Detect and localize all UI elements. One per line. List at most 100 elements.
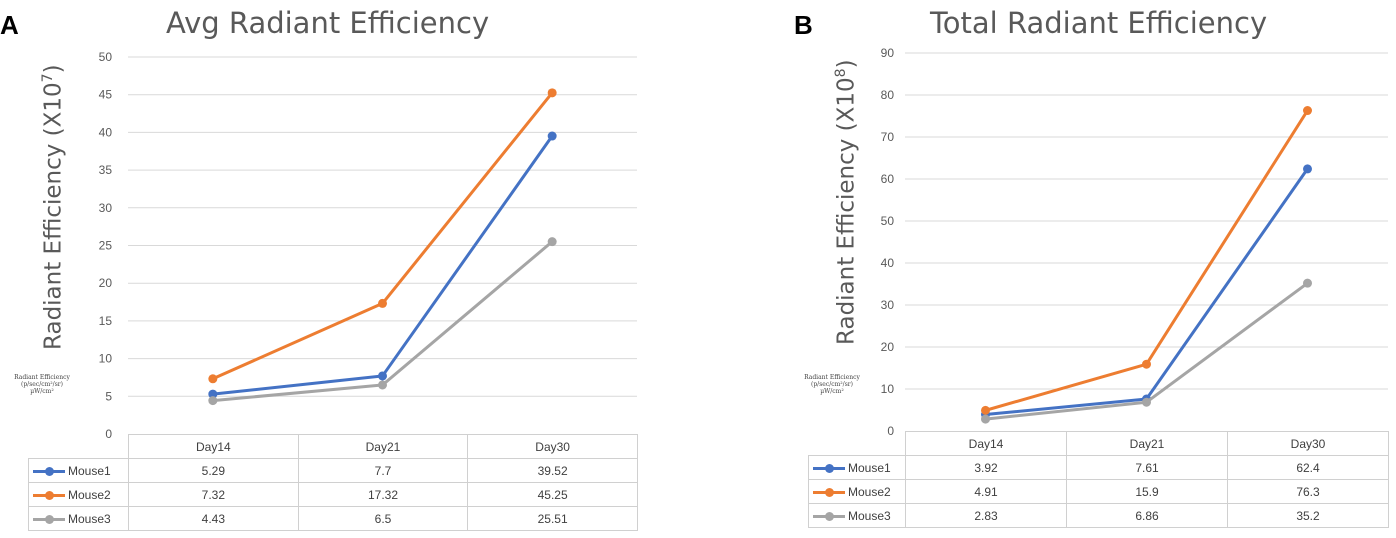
data-value-cell: 25.51 xyxy=(467,506,638,531)
y-tick-label: 0 xyxy=(887,424,894,438)
data-point-mouse1 xyxy=(547,131,557,141)
data-point-mouse1 xyxy=(1303,164,1312,174)
data-point-mouse2 xyxy=(378,298,387,308)
y-tick-label: 10 xyxy=(99,352,113,366)
y-tick-label: 30 xyxy=(881,298,895,312)
unit-note-line: Radiant Efficiency xyxy=(14,374,70,381)
legend-label: Mouse3 xyxy=(68,511,111,526)
series-line-mouse1 xyxy=(985,168,1309,417)
legend-label: Mouse1 xyxy=(848,460,891,475)
legend-entry: Mouse3 xyxy=(808,503,906,528)
x-category-label: Day14 xyxy=(905,431,1067,456)
unit-note-line: (p/sec/cm²/sr) xyxy=(811,381,853,388)
data-point-mouse3 xyxy=(547,237,557,247)
y-tick-label: 25 xyxy=(99,239,113,253)
data-point-mouse2 xyxy=(1142,359,1151,369)
data-table: Day14 Day21 Day30 Mouse1 5.29 7.7 39.52 Mouse2 7… xyxy=(28,434,638,531)
legend-entry: Mouse1 xyxy=(28,458,129,483)
table-corner xyxy=(808,431,906,456)
unit-note: Radiant Efficiency (p/sec/cm²/sr) µW/cm² xyxy=(800,374,864,395)
data-table: Day14 Day21 Day30 Mouse1 3.92 7.61 62.4 Mouse2 4… xyxy=(808,431,1389,528)
data-point-mouse3 xyxy=(1303,278,1312,288)
table-row: Mouse3 4.43 6.5 25.51 xyxy=(28,506,638,531)
data-value-cell: 4.43 xyxy=(128,506,299,531)
table-row: Mouse2 4.91 15.9 76.3 xyxy=(808,479,1389,504)
legend-label: Mouse2 xyxy=(848,484,891,499)
y-tick-label: 60 xyxy=(881,172,895,186)
y-tick-label: 40 xyxy=(881,256,895,270)
data-value-cell: 4.91 xyxy=(905,479,1067,504)
unit-note-line: Radiant Efficiency xyxy=(804,374,860,381)
data-point-mouse1 xyxy=(208,389,218,399)
legend-label: Mouse3 xyxy=(848,508,891,523)
y-tick-label: 45 xyxy=(99,88,113,102)
y-tick-label: 20 xyxy=(99,276,113,290)
data-value-cell: 2.83 xyxy=(905,503,1067,528)
data-value-cell: 76.3 xyxy=(1227,479,1389,504)
unit-note-line: (p/sec/cm²/sr) xyxy=(21,381,63,388)
y-tick-label: 80 xyxy=(881,88,895,102)
table-row: Mouse1 5.29 7.7 39.52 xyxy=(28,458,638,483)
unit-note-line: µW/cm² xyxy=(820,388,844,395)
data-point-mouse2 xyxy=(208,374,218,384)
legend-line-marker xyxy=(33,466,65,476)
y-tick-label: 15 xyxy=(99,314,113,328)
unit-note: Radiant Efficiency (p/sec/cm²/sr) µW/cm² xyxy=(10,374,74,395)
y-tick-label: 30 xyxy=(99,201,113,215)
y-tick-label: 90 xyxy=(881,46,895,60)
legend-line-marker xyxy=(813,487,845,497)
x-category-label: Day21 xyxy=(1066,431,1228,456)
y-tick-label: 50 xyxy=(881,214,895,228)
table-row: Mouse3 2.83 6.86 35.2 xyxy=(808,503,1389,528)
y-tick-label: 50 xyxy=(99,50,113,64)
legend-label: Mouse2 xyxy=(68,487,111,502)
chart-title: Total Radiant Efficiency xyxy=(930,6,1268,40)
data-value-cell: 17.32 xyxy=(297,482,469,507)
data-point-mouse3 xyxy=(378,380,387,390)
data-value-cell: 62.4 xyxy=(1227,455,1389,480)
y-tick-label: 35 xyxy=(99,163,113,177)
panel-letter: B xyxy=(794,10,813,40)
data-value-cell: 3.92 xyxy=(905,455,1067,480)
legend-entry: Mouse2 xyxy=(808,479,906,504)
line-chart-avg: 0 5 10 15 20 25 30 35 40 45 50 xyxy=(99,50,637,441)
x-category-label: Day30 xyxy=(467,434,638,459)
y-tick-label: 70 xyxy=(881,130,895,144)
data-value-cell: 7.61 xyxy=(1066,455,1228,480)
legend-line-marker xyxy=(813,511,845,521)
y-tick-label: 10 xyxy=(881,382,895,396)
data-point-mouse2 xyxy=(981,405,990,415)
data-value-cell: 15.9 xyxy=(1066,479,1228,504)
data-point-mouse2 xyxy=(547,88,557,98)
data-value-cell: 6.86 xyxy=(1066,503,1228,528)
data-value-cell: 6.5 xyxy=(297,506,469,531)
panel-a: A Avg Radiant Efficiency Radiant Efficie… xyxy=(0,6,638,531)
legend-entry: Mouse2 xyxy=(28,482,129,507)
table-header-row: Day14 Day21 Day30 xyxy=(28,434,638,459)
data-value-cell: 5.29 xyxy=(128,458,299,483)
table-corner xyxy=(28,434,129,459)
y-tick-label: 40 xyxy=(99,125,113,139)
data-point-mouse3 xyxy=(208,396,218,406)
panel-letter: A xyxy=(0,10,19,40)
data-point-mouse3 xyxy=(981,414,990,424)
legend-entry: Mouse1 xyxy=(808,455,906,480)
x-category-label: Day30 xyxy=(1227,431,1389,456)
legend-line-marker xyxy=(33,490,65,500)
y-tick-label: 0 xyxy=(105,427,112,441)
legend-entry: Mouse3 xyxy=(28,506,129,531)
data-value-cell: 35.2 xyxy=(1227,503,1389,528)
unit-note-line: µW/cm² xyxy=(30,388,54,395)
y-tick-label: 20 xyxy=(881,340,895,354)
legend-line-marker xyxy=(813,463,845,473)
table-header-row: Day14 Day21 Day30 xyxy=(808,431,1389,456)
data-point-mouse2 xyxy=(1303,106,1312,116)
legend-line-marker xyxy=(33,514,65,524)
data-point-mouse1 xyxy=(378,371,387,381)
data-point-mouse3 xyxy=(1142,397,1151,407)
chart-title: Avg Radiant Efficiency xyxy=(166,6,490,40)
y-tick-label: 5 xyxy=(105,389,112,403)
table-row: Mouse1 3.92 7.61 62.4 xyxy=(808,455,1389,480)
